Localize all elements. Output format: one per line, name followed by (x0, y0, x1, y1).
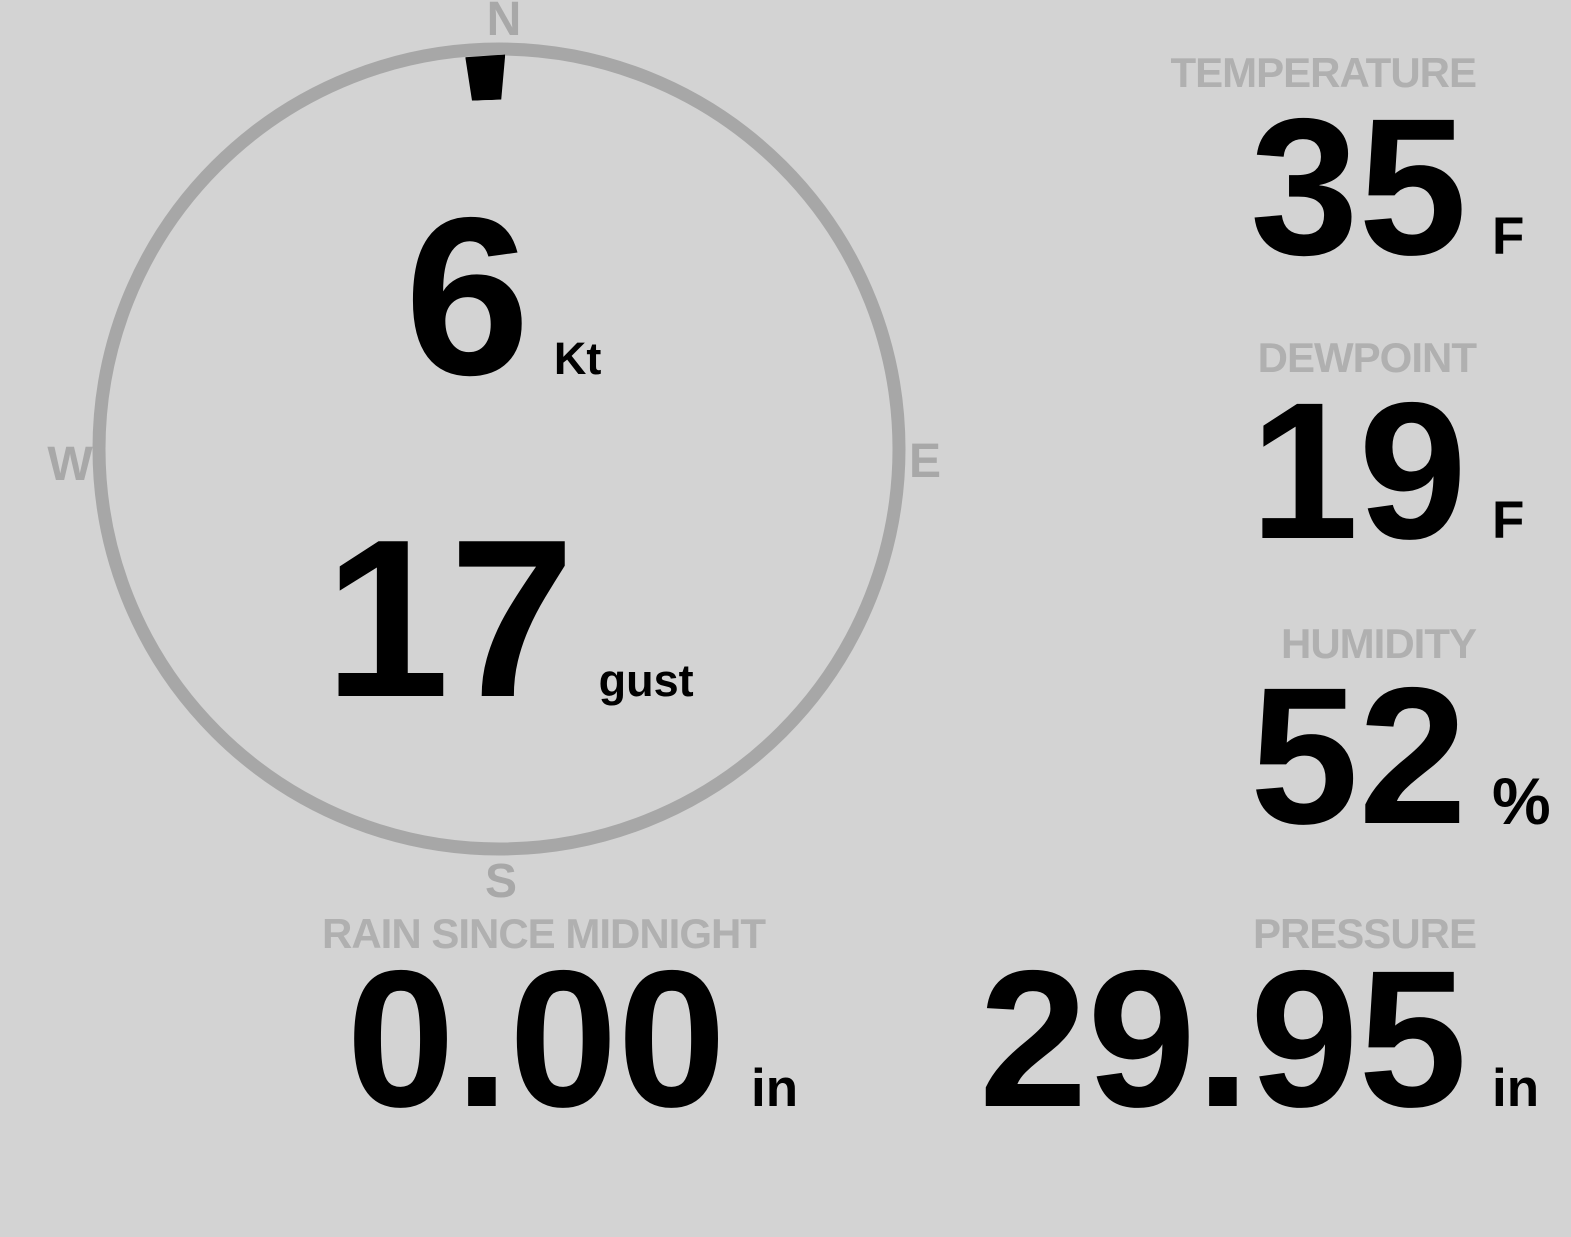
compass-cardinal-east: E (908, 435, 942, 488)
compass-cardinal-south: S (484, 855, 518, 908)
wind-speed-readout: 6 Kt (405, 184, 602, 409)
wind-gust-readout: 17 gust (324, 506, 693, 731)
rain-since-midnight-readout: 0.00 in (346, 942, 798, 1137)
humidity-value: 52 (1250, 647, 1467, 865)
compass-cardinal-west: W (47, 438, 93, 491)
pressure-unit: in (1492, 1059, 1540, 1118)
compass-cardinal-north: N (486, 0, 522, 46)
temperature-unit: F (1492, 207, 1525, 266)
dewpoint-value: 19 (1250, 362, 1467, 580)
pressure-label: PRESSURE (1252, 910, 1477, 957)
wind-speed-value: 6 (404, 170, 530, 422)
dewpoint-readout: 19 F (1250, 374, 1524, 569)
dewpoint-unit: F (1492, 491, 1525, 550)
pressure-value: 29.95 (979, 930, 1467, 1148)
dewpoint-label: DEWPOINT (1257, 334, 1477, 381)
pressure-readout: 29.95 in (979, 942, 1539, 1137)
temperature-readout: 35 F (1250, 90, 1524, 285)
rain-unit: in (751, 1059, 799, 1118)
wind-direction-pointer-icon (465, 55, 507, 101)
compass-ring (92, 42, 906, 856)
humidity-readout: 52 % (1250, 659, 1551, 854)
temperature-value: 35 (1250, 78, 1467, 296)
humidity-label: HUMIDITY (1281, 620, 1477, 667)
rain-since-midnight-label: RAIN SINCE MIDNIGHT (322, 910, 766, 957)
wind-gust-label: gust (598, 655, 694, 706)
wind-gust-value: 17 (324, 492, 575, 744)
humidity-unit: % (1492, 764, 1551, 838)
wind-speed-unit: Kt (553, 333, 602, 384)
rain-value: 0.00 (346, 930, 726, 1148)
temperature-label: TEMPERATURE (1170, 49, 1477, 96)
